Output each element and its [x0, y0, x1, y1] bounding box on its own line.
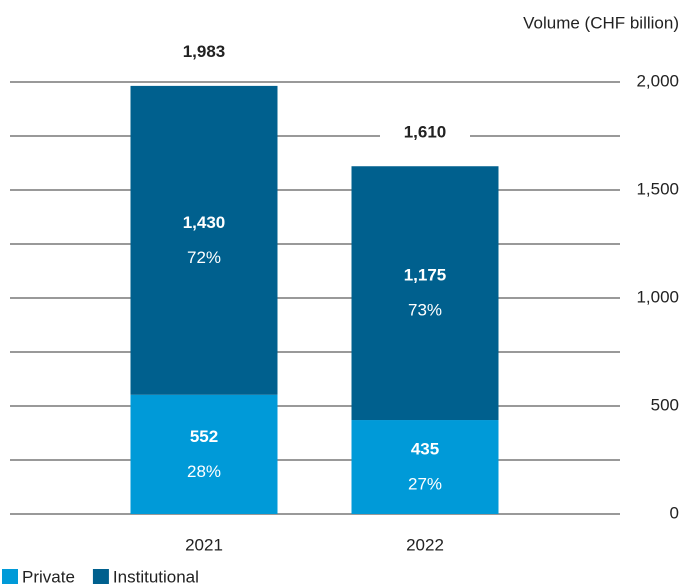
legend-swatch — [92, 569, 109, 584]
total-label-bg — [380, 119, 470, 148]
percent-label: 28% — [187, 462, 221, 481]
bar-segment — [351, 420, 499, 514]
y-axis-label: Volume (CHF billion) — [523, 13, 679, 32]
percent-label: 73% — [408, 301, 442, 320]
y-tick-label: 1,000 — [636, 287, 679, 306]
legend-label: Private — [22, 567, 75, 584]
x-tick-label: 2021 — [185, 535, 223, 554]
bar-segment — [130, 394, 278, 514]
y-tick-label: 2,000 — [636, 71, 679, 90]
bar-segment — [130, 85, 278, 395]
total-label: 1,983 — [183, 42, 226, 61]
percent-label: 27% — [408, 475, 442, 494]
percent-label: 72% — [187, 248, 221, 267]
total-label-bg — [159, 38, 249, 67]
total-label: 1,610 — [404, 123, 447, 142]
value-label: 1,430 — [183, 213, 226, 232]
x-tick-label: 2022 — [406, 535, 444, 554]
bar-segment — [351, 166, 499, 421]
value-label: 435 — [411, 440, 439, 459]
legend-label: Institutional — [113, 567, 199, 584]
y-tick-label: 0 — [670, 503, 679, 522]
legend-swatch — [2, 569, 18, 584]
value-label: 1,175 — [404, 266, 447, 285]
value-label: 552 — [190, 427, 218, 446]
y-tick-label: 1,500 — [636, 179, 679, 198]
y-tick-label: 500 — [651, 395, 679, 414]
